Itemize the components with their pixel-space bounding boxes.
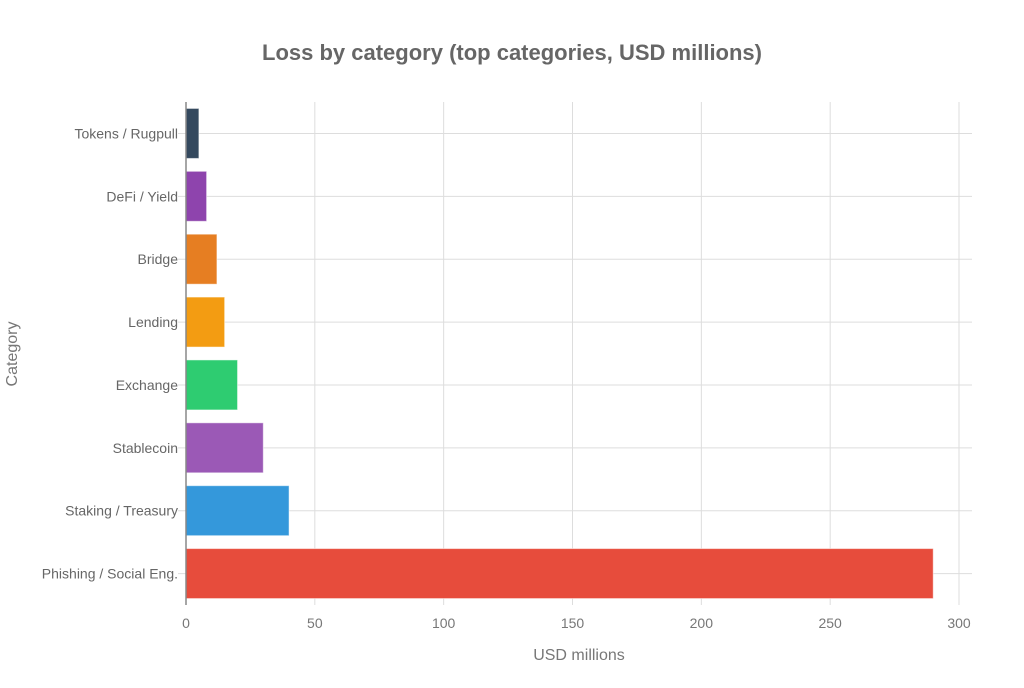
bar [185,170,208,222]
x-tick-label: 150 [561,615,585,631]
bar [185,548,934,600]
bar [185,359,239,411]
bar [185,296,226,348]
y-tick-label: Phishing / Social Eng. [42,566,178,582]
x-tick-labels: 0 50 100 150 200 250 300 [182,615,971,631]
y-axis-label: Category [4,322,21,387]
y-tick-label: Tokens / Rugpull [74,125,178,141]
x-tick-label: 200 [690,615,714,631]
x-tick-label: 100 [432,615,456,631]
bar [185,485,290,537]
x-tick-label: 300 [947,615,971,631]
x-tick-label: 50 [307,615,323,631]
bar [185,233,218,285]
y-tick-labels: Tokens / Rugpull DeFi / Yield Bridge Lendin… [42,125,178,581]
bar [185,107,200,159]
bar [185,422,264,474]
x-tick-label: 0 [182,615,190,631]
y-tick-label: Stablecoin [113,440,178,456]
bars [185,107,934,600]
grid [178,102,972,605]
y-tick-label: Lending [128,314,178,330]
y-tick-label: Staking / Treasury [65,503,178,519]
y-tick-label: Bridge [138,251,179,267]
x-axis-label: USD millions [533,647,625,664]
y-tick-label: DeFi / Yield [106,188,178,204]
x-tick-label: 250 [818,615,842,631]
y-tick-label: Exchange [116,377,178,393]
chart-title: Loss by category (top categories, USD mi… [262,40,762,65]
